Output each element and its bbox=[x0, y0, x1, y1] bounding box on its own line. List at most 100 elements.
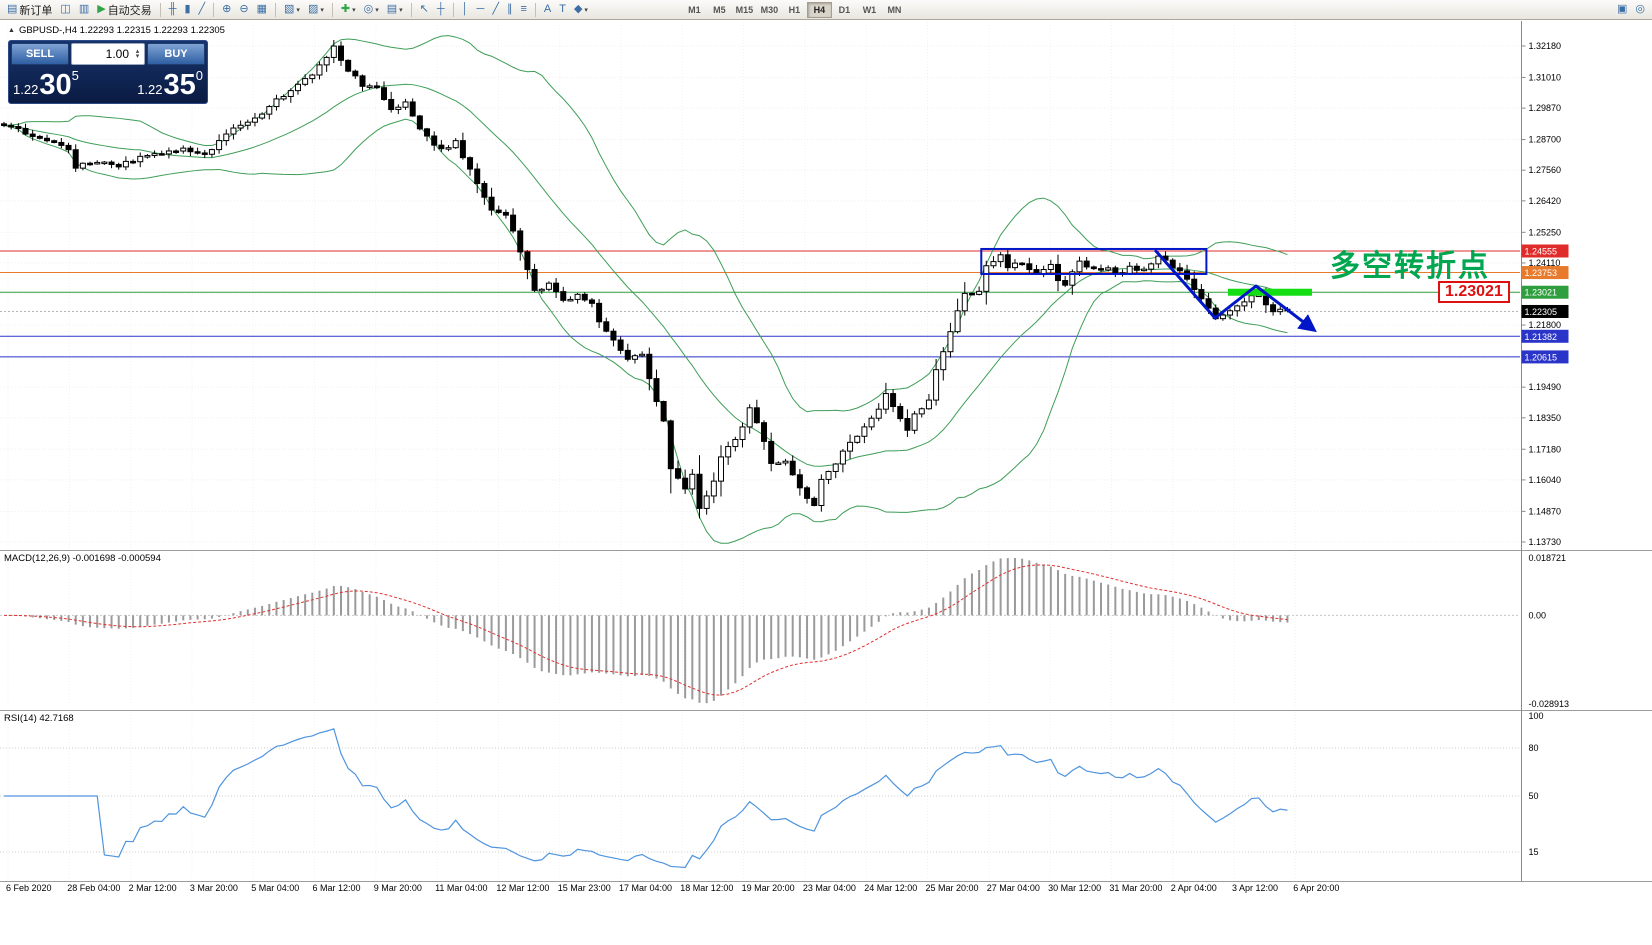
rsi-label: RSI(14) 42.7168 bbox=[4, 713, 74, 724]
tile-windows-button[interactable]: ▦ bbox=[253, 1, 271, 19]
svg-text:1.24110: 1.24110 bbox=[1529, 258, 1561, 268]
vertical-line-tool-button[interactable]: │ bbox=[458, 1, 473, 19]
svg-text:15 Mar 23:00: 15 Mar 23:00 bbox=[558, 883, 611, 893]
fibonacci-tool-button[interactable]: ≡ bbox=[516, 1, 530, 19]
svg-text:3 Apr 12:00: 3 Apr 12:00 bbox=[1232, 883, 1278, 893]
zoom-out-button[interactable]: ⊖ bbox=[235, 1, 252, 19]
buy-price-prefix: 1.22 bbox=[137, 82, 163, 97]
horizontal-line-tool-button[interactable]: ─ bbox=[473, 1, 489, 19]
timeframe-d1[interactable]: D1 bbox=[832, 2, 857, 18]
volume-down-icon[interactable]: ▾ bbox=[135, 53, 140, 60]
help-search-button[interactable]: ◎ bbox=[1631, 1, 1649, 19]
toolbar-right-group: ▣ ◎ bbox=[1613, 1, 1649, 19]
autotrade-button[interactable]: ▶ 自动交易 bbox=[93, 1, 155, 19]
market-watch-button[interactable]: ▥ bbox=[75, 1, 93, 19]
sell-price[interactable]: 1.22 30 5 bbox=[13, 65, 79, 101]
profiles-button[interactable]: ▨ ▾ bbox=[304, 1, 328, 19]
toolbar-separator bbox=[331, 2, 333, 17]
trendline-tool-button[interactable]: ╱ bbox=[488, 1, 503, 19]
timeframe-w1[interactable]: W1 bbox=[857, 2, 882, 18]
bollinger-bands bbox=[3, 35, 1288, 544]
text-label-tool-button[interactable]: T bbox=[555, 1, 570, 19]
svg-text:1.26420: 1.26420 bbox=[1529, 196, 1562, 206]
timeframe-h4[interactable]: H4 bbox=[806, 1, 832, 18]
svg-text:1.21800: 1.21800 bbox=[1529, 320, 1562, 330]
svg-text:27 Mar 04:00: 27 Mar 04:00 bbox=[987, 883, 1040, 893]
cursor-tool-button[interactable]: ↖ bbox=[416, 1, 433, 19]
new-chart-button[interactable]: ▧ ▾ bbox=[280, 1, 304, 19]
text-tool-button-icon: A bbox=[543, 3, 552, 15]
timeframe-m15[interactable]: M15 bbox=[732, 2, 757, 18]
templates-button-dropdown-icon[interactable]: ▾ bbox=[399, 6, 403, 14]
new-chart-button-icon: ▧ bbox=[284, 3, 295, 15]
svg-text:3 Mar 20:00: 3 Mar 20:00 bbox=[190, 883, 238, 893]
buy-price[interactable]: 1.22 35 0 bbox=[137, 65, 203, 101]
cursor-tool-button-icon: ↖ bbox=[419, 3, 429, 15]
volume-stepper[interactable]: 1.00 ▴ ▾ bbox=[71, 43, 145, 65]
svg-text:9 Mar 20:00: 9 Mar 20:00 bbox=[374, 883, 422, 893]
volume-value[interactable]: 1.00 bbox=[105, 47, 129, 61]
shapes-tool-button[interactable]: ◆ ▾ bbox=[570, 1, 592, 19]
shapes-tool-button-dropdown-icon[interactable]: ▾ bbox=[584, 6, 588, 14]
svg-text:23 Mar 04:00: 23 Mar 04:00 bbox=[803, 883, 856, 893]
zoom-in-button[interactable]: ⊕ bbox=[218, 1, 235, 19]
crosshair-tool-button[interactable]: ┼ bbox=[433, 1, 449, 19]
timeframe-m5[interactable]: M5 bbox=[707, 2, 732, 18]
svg-text:1.16040: 1.16040 bbox=[1529, 475, 1562, 485]
new-order-button[interactable]: ▤ 新订单 bbox=[3, 1, 56, 19]
new-chart-button-dropdown-icon[interactable]: ▾ bbox=[296, 6, 300, 14]
panel-toggle-icon[interactable]: ▲ bbox=[8, 27, 15, 34]
text-label-tool-button-icon: T bbox=[559, 3, 566, 15]
community-button[interactable]: ▣ bbox=[1613, 1, 1631, 19]
timeframe-m30[interactable]: M30 bbox=[757, 2, 782, 18]
sell-button[interactable]: SELL bbox=[11, 43, 69, 65]
toolbar: ▤ 新订单 ◫ ▥ ▶ 自动交易 ╫ ▮ ╱ ⊕ ⊖ ▦ ▧ ▾ ▨ ▾ ✚ ▾ ◎ ▾ ▤ ▾ ↖ ┼ │ ─ ╱ ∥ ≡ A T ◆ ▾ M1… bbox=[0, 0, 1652, 20]
timeframe-mn[interactable]: MN bbox=[882, 2, 907, 18]
sell-price-prefix: 1.22 bbox=[13, 82, 39, 97]
buy-price-sup: 0 bbox=[195, 68, 203, 83]
volume-up-icon[interactable]: ▴ bbox=[135, 48, 140, 55]
help-search-button-icon: ◎ bbox=[1635, 3, 1645, 15]
profiles-button-icon: ▨ bbox=[307, 3, 319, 15]
svg-text:1.22305: 1.22305 bbox=[1525, 307, 1558, 317]
channel-tool-button-icon: ∥ bbox=[506, 3, 513, 15]
text-tool-button[interactable]: A bbox=[540, 1, 555, 19]
templates-button[interactable]: ▤ ▾ bbox=[383, 1, 407, 19]
buy-button[interactable]: BUY bbox=[147, 43, 205, 65]
profiles-button-dropdown-icon[interactable]: ▾ bbox=[320, 6, 324, 14]
svg-text:-0.028913: -0.028913 bbox=[1529, 699, 1570, 709]
projection-arrow bbox=[1153, 249, 1317, 333]
sell-price-sup: 5 bbox=[71, 68, 79, 83]
zoom-in-button-icon: ⊕ bbox=[222, 3, 232, 15]
rsi-panel: 100 80 50 15 bbox=[0, 711, 1544, 869]
svg-text:1.24555: 1.24555 bbox=[1525, 246, 1558, 256]
add-indicator-button-dropdown-icon[interactable]: ▾ bbox=[352, 6, 356, 14]
chart-annotations bbox=[980, 247, 1317, 333]
add-indicator-button[interactable]: ✚ ▾ bbox=[337, 1, 360, 19]
bar-chart-type-button[interactable]: ╫ bbox=[165, 1, 181, 19]
svg-text:50: 50 bbox=[1529, 791, 1539, 801]
svg-text:25 Mar 20:00: 25 Mar 20:00 bbox=[926, 883, 979, 893]
autotrade-button-label: 自动交易 bbox=[107, 4, 152, 17]
volume-spin-arrows[interactable]: ▴ ▾ bbox=[131, 48, 144, 60]
channel-tool-button[interactable]: ∥ bbox=[503, 1, 517, 19]
templates-button-icon: ▤ bbox=[386, 3, 398, 15]
timeframe-h1[interactable]: H1 bbox=[782, 2, 807, 18]
candlestick-type-button[interactable]: ▮ bbox=[180, 1, 194, 19]
svg-text:11 Mar 04:00: 11 Mar 04:00 bbox=[435, 883, 487, 893]
chart-windows-button[interactable]: ◫ bbox=[56, 1, 74, 19]
periods-button[interactable]: ◎ ▾ bbox=[360, 1, 383, 19]
svg-text:1.27560: 1.27560 bbox=[1529, 165, 1562, 175]
periods-button-dropdown-icon[interactable]: ▾ bbox=[375, 6, 379, 14]
bar-chart-type-button-icon: ╫ bbox=[168, 3, 177, 15]
price-level-lines bbox=[0, 250, 1520, 358]
crosshair-tool-button-icon: ┼ bbox=[436, 3, 445, 15]
price-axis: 1.32180 1.31010 1.29870 1.28700 1.27560 1.264… bbox=[1521, 41, 1569, 547]
line-chart-type-button[interactable]: ╱ bbox=[195, 1, 210, 19]
svg-text:30 Mar 12:00: 30 Mar 12:00 bbox=[1048, 883, 1101, 893]
svg-text:1.20615: 1.20615 bbox=[1525, 352, 1558, 362]
timeframe-m1[interactable]: M1 bbox=[682, 2, 707, 18]
community-button-icon: ▣ bbox=[1616, 3, 1628, 15]
